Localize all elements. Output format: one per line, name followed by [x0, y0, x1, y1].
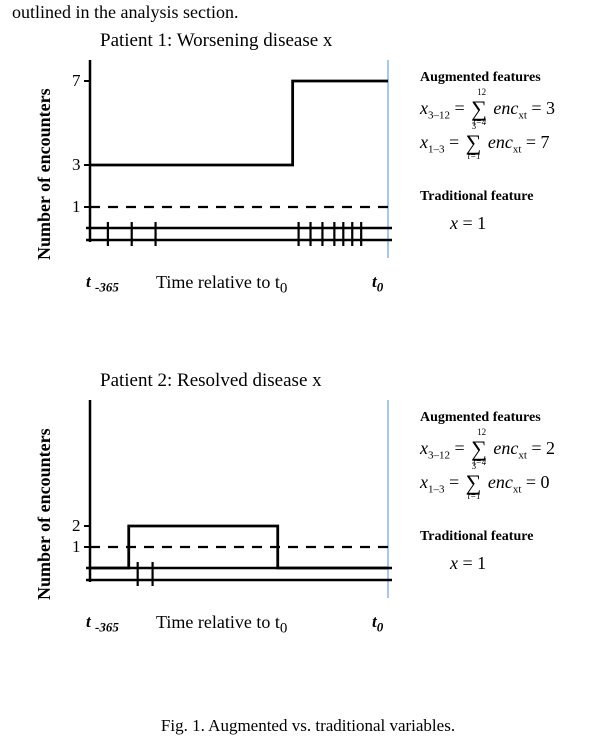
panel-2-xlabel-sub: 0 [280, 621, 288, 637]
panel-1-f1-lhs-sub: 3–12 [428, 110, 450, 122]
panel-1-f1-sumhi: 12 [477, 87, 486, 97]
panel-1-f2-sumlo: t=1 [468, 151, 481, 161]
figure-caption: Fig. 1. Augmented vs. traditional variab… [0, 716, 616, 736]
panel-2-ytick-1: 1 [72, 537, 81, 557]
panel-1-chart: Number of encounters 1 3 7 t -365 Time r… [58, 60, 398, 270]
panel-2-f1-rhs: 2 [546, 438, 555, 458]
panel-2-xtick-left-t: t [86, 612, 91, 631]
panel-1-xlabel-sub: 0 [280, 281, 288, 297]
panel-1-f1-rhs: 3 [546, 98, 555, 118]
panel-1-f2-rhs: 7 [541, 132, 550, 152]
panel-2-traditional-heading: Traditional feature [420, 529, 610, 545]
panel-2-y-label: Number of encounters [34, 428, 55, 600]
panel-1-traditional-heading: Traditional feature [420, 189, 610, 205]
panel-1-f2-sumhi: 3 [472, 121, 477, 131]
panel-2-svg [58, 400, 398, 610]
panel-2-f2-rhs: 0 [541, 472, 550, 492]
panel-1-traditional-formula: x = 1 [420, 213, 610, 234]
panel-1-xtick-left: t -365 [86, 272, 119, 295]
panel-2-traditional-formula: x = 1 [420, 553, 610, 574]
panel-1-ytick-7: 7 [72, 71, 81, 91]
panel-2-augmented-heading: Augmented features [420, 410, 610, 426]
panel-2-f1-lhs-sub: 3–12 [428, 450, 450, 462]
panel-2-x-label: Time relative to t0 [156, 612, 287, 638]
panel-2-formula-1: x3–12 = ∑12t=4 encxt = 2 [420, 434, 610, 462]
panel-1: Patient 1: Worsening disease x Number of… [0, 30, 616, 350]
panel-1-xtick-right: t0 [372, 272, 383, 295]
panel-1-x-label: Time relative to t0 [156, 272, 287, 298]
panel-2-title: Patient 2: Resolved disease x [100, 370, 322, 392]
panel-2-xtick-right: t0 [372, 612, 383, 635]
panel-2-title-text: Patient 2: Resolved disease x [100, 370, 322, 391]
panel-2-f2-sumlo: t=1 [468, 491, 481, 501]
panel-2-f2-encsub: xt [513, 483, 522, 495]
panel-2-xtick-left: t -365 [86, 612, 119, 635]
panel-1-svg [58, 60, 398, 270]
panel-2-side: Augmented features x3–12 = ∑12t=4 encxt … [420, 410, 610, 580]
panel-1-augmented-heading: Augmented features [420, 70, 610, 86]
panel-2-ytick-2: 2 [72, 516, 81, 536]
panel-1-xtick-left-t: t [86, 272, 91, 291]
panel-1-xtick-right-sub: 0 [377, 279, 384, 294]
panel-1-xlabel-text: Time relative to t [156, 272, 280, 292]
panel-2-f2-lhs-sub: 1–3 [428, 483, 445, 495]
panel-2-formula-2: x1–3 = ∑3t=1 encxt = 0 [420, 468, 610, 496]
panel-2-f1-sumhi: 12 [477, 427, 486, 437]
panel-2-f1-encsub: xt [518, 450, 527, 462]
panel-1-formula-1: x3–12 = ∑12t=4 encxt = 3 [420, 94, 610, 122]
panel-1-side: Augmented features x3–12 = ∑12t=4 encxt … [420, 70, 610, 240]
panel-2-xtick-right-sub: 0 [377, 619, 384, 634]
panel-1-f2-encsub: xt [513, 143, 522, 155]
panel-1-ytick-1: 1 [72, 197, 81, 217]
panel-1-xtick-left-sub: -365 [95, 279, 119, 294]
panel-1-f1-encsub: xt [518, 110, 527, 122]
panel-1-formula-2: x1–3 = ∑3t=1 encxt = 7 [420, 128, 610, 156]
panel-1-title-text: Patient 1: Worsening disease x [100, 30, 332, 51]
top-text-fragment: outlined in the analysis section. [12, 2, 238, 23]
panel-2-xtick-left-sub: -365 [95, 619, 119, 634]
panel-1-f2-lhs-sub: 1–3 [428, 143, 445, 155]
panel-1-title: Patient 1: Worsening disease x [100, 30, 332, 52]
panel-2-xlabel-text: Time relative to t [156, 612, 280, 632]
panel-1-ytick-3: 3 [72, 155, 81, 175]
panel-2: Patient 2: Resolved disease x Number of … [0, 370, 616, 690]
panel-2-f2-sumhi: 3 [472, 461, 477, 471]
panel-1-y-label: Number of encounters [34, 88, 55, 260]
panel-2-chart: Number of encounters 1 2 t -365 Time rel… [58, 400, 398, 610]
